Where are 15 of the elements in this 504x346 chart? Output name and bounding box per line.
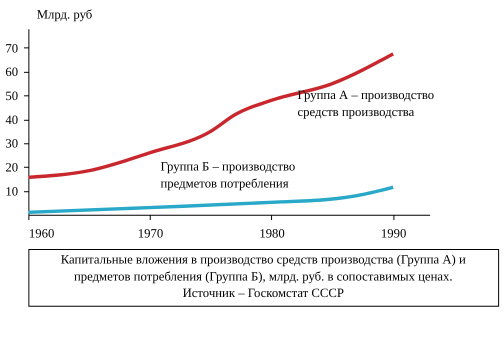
y-axis-title: Млрд. руб [36,8,92,22]
y-tick-label: 50 [5,88,18,103]
x-tick-label: 1970 [138,226,164,241]
annotation: Группа Б – производство предметов потребления [160,160,296,190]
x-tick-label: 1960 [28,226,54,241]
x-tick-label: 1980 [259,226,285,241]
y-tick-label: 20 [5,160,18,174]
y-tick-label: 40 [5,112,18,127]
y-tick-label: 30 [5,136,18,151]
x-tick-label: 1990 [380,226,406,241]
y-tick-label: 70 [5,41,18,56]
text: Капитальные вложения в производство средств производства (Группа А) и предметов потребления (Группа Б), млрд. руб. в сопоставимых ценах. Источник – Госкомстат СССР [60,252,466,300]
annotation: Группа А – производство средств производства [298,88,434,119]
y-tick-label: 10 [5,184,18,198]
y-tick-label: 60 [5,65,18,80]
